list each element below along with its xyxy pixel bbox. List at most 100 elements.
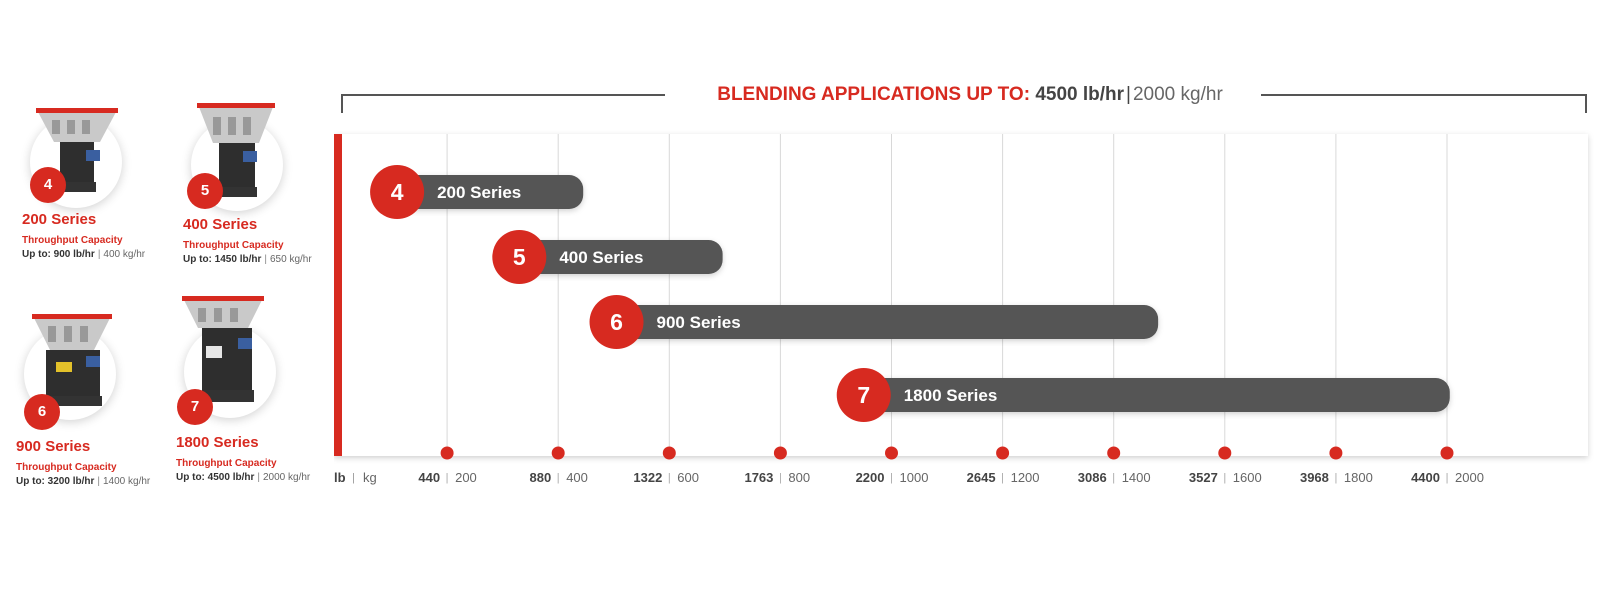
x-axis-tick-dot <box>996 446 1010 460</box>
x-axis-unit-kg: kg <box>363 470 377 485</box>
series-bar-badge-number: 4 <box>391 179 404 205</box>
x-axis-tick-label-lb: 2645 <box>967 470 996 485</box>
product-subtitle: Throughput Capacity <box>22 235 123 246</box>
x-axis-tick-label-lb: 1322 <box>633 470 662 485</box>
spec-kg: 650 kg/hr <box>269 254 312 265</box>
product-subtitle: Throughput Capacity <box>16 462 117 473</box>
series-bar-label: 200 Series <box>437 183 521 202</box>
throughput-chart: 4 200 Series 5 400 Series 6 900 Series 7 1800 S… <box>334 134 1588 485</box>
series-bar-badge-number: 6 <box>610 309 623 335</box>
series-bar-badge-number: 5 <box>513 244 526 270</box>
product-spec: Up to: 4500 lb/hr | 2000 kg/hr <box>176 472 310 483</box>
x-axis-tick-label-kg: 2000 <box>1455 470 1484 485</box>
product-photo: 7 <box>176 296 286 426</box>
spec-kg: 1400 kg/hr <box>102 476 151 487</box>
x-axis-unit-separator: | <box>352 472 355 484</box>
x-axis-tick-label-kg: 1600 <box>1233 470 1262 485</box>
product-title: 1800 Series <box>176 434 259 451</box>
x-axis-tick-label-lb: 440 <box>418 470 440 485</box>
x-axis-tick-label-lb: 2200 <box>856 470 885 485</box>
x-axis-tick-separator: | <box>1334 472 1337 484</box>
x-axis-tick-label-lb: 1763 <box>744 470 773 485</box>
spec-separator: | <box>97 476 100 487</box>
product-subtitle: Throughput Capacity <box>176 458 277 469</box>
spec-separator: | <box>264 254 267 265</box>
spec-kg: 2000 kg/hr <box>262 472 311 483</box>
product-title: 900 Series <box>16 438 91 455</box>
banner-bracket <box>341 94 1587 113</box>
x-axis-tick-label-lb: 880 <box>529 470 551 485</box>
series-badge: 5 <box>187 173 223 209</box>
product-title: 400 Series <box>183 216 258 233</box>
x-axis-tick-dot <box>1440 446 1454 460</box>
product-subtitle: Throughput Capacity <box>183 240 284 251</box>
x-axis-tick-dot <box>662 446 676 460</box>
product-spec: Up to: 1450 lb/hr | 650 kg/hr <box>183 254 312 265</box>
banner-lb-value: 4500 lb/hr <box>1035 84 1125 105</box>
x-axis-tick-label-kg: 800 <box>788 470 810 485</box>
spec-lb: 3200 lb/hr <box>47 476 95 487</box>
x-axis-tick-label-kg: 1000 <box>900 470 929 485</box>
series-bar-group: 6 900 Series <box>589 295 1159 349</box>
spec-lb: 900 lb/hr <box>53 249 95 260</box>
x-axis-tick-label-lb: 3086 <box>1078 470 1107 485</box>
spec-separator: | <box>257 472 260 483</box>
spec-prefix: Up to: <box>183 254 212 265</box>
product-photo: 4 <box>22 100 132 210</box>
series-bar-badge <box>370 165 425 219</box>
x-axis-unit-lb: lb <box>334 470 346 485</box>
x-axis-tick-separator: | <box>557 472 560 484</box>
x-axis-tick-dot <box>440 446 454 460</box>
product-photo: 5 <box>183 103 293 213</box>
x-axis-tick-dot <box>1107 446 1121 460</box>
series-bar-group: 7 1800 Series <box>836 368 1450 422</box>
x-axis-tick-label-lb: 4400 <box>1411 470 1440 485</box>
blender-machine-image <box>32 314 112 406</box>
x-axis-tick-separator: | <box>1446 472 1449 484</box>
x-axis-tick-label-kg: 1800 <box>1344 470 1373 485</box>
blender-machine-image <box>36 108 118 192</box>
axis-start-bar <box>334 134 342 456</box>
blender-machine-image <box>182 296 264 402</box>
series-badge: 7 <box>177 389 213 425</box>
spec-lb: 4500 lb/hr <box>207 472 255 483</box>
series-bar-label: 900 Series <box>657 313 741 332</box>
series-bar <box>397 175 584 209</box>
series-badge: 4 <box>30 167 66 203</box>
banner-separator: | <box>1126 84 1131 105</box>
series-bar-badge <box>836 368 891 422</box>
x-axis-tick-dot <box>551 446 565 460</box>
product-photo: 6 <box>16 312 126 430</box>
series-bar <box>519 240 723 274</box>
product-spec: Up to: 900 lb/hr | 400 kg/hr <box>22 249 145 260</box>
spec-lb: 1450 lb/hr <box>214 254 262 265</box>
x-axis-tick-dot <box>773 446 787 460</box>
x-axis-tick-dot <box>1218 446 1232 460</box>
series-bar <box>863 378 1450 412</box>
banner-title: BLENDING APPLICATIONS UP TO: 4500 lb/hr |… <box>540 84 1400 106</box>
banner-label: BLENDING APPLICATIONS UP TO: <box>717 84 1031 105</box>
spec-kg: 400 kg/hr <box>103 249 146 260</box>
spec-prefix: Up to: <box>22 249 51 260</box>
x-axis-tick-dot <box>885 446 898 460</box>
series-bar <box>616 305 1159 339</box>
series-bar-group: 5 400 Series <box>492 230 723 284</box>
x-axis-tick-label-lb: 3527 <box>1189 470 1218 485</box>
banner-kg-value: 2000 kg/hr <box>1132 84 1223 105</box>
series-bar-badge-number: 7 <box>857 382 870 408</box>
spec-separator: | <box>97 249 101 260</box>
product-list: 4 200 Series Throughput Capacity Up to: … <box>0 0 330 594</box>
x-axis-tick-separator: | <box>668 472 671 484</box>
product-title: 200 Series <box>22 211 97 228</box>
x-axis-tick-separator: | <box>1001 472 1004 484</box>
series-bar-group: 4 200 Series <box>370 165 584 219</box>
x-axis-tick-label-lb: 3968 <box>1300 470 1329 485</box>
x-axis-tick-label-kg: 1400 <box>1122 470 1151 485</box>
blender-machine-image <box>197 103 275 197</box>
x-axis-tick-separator: | <box>890 472 893 484</box>
x-axis-tick-separator: | <box>446 472 449 484</box>
series-badge: 6 <box>24 394 60 430</box>
series-bar-label: 1800 Series <box>904 386 998 405</box>
spec-prefix: Up to: <box>16 476 45 487</box>
series-bar-badge <box>589 295 644 349</box>
